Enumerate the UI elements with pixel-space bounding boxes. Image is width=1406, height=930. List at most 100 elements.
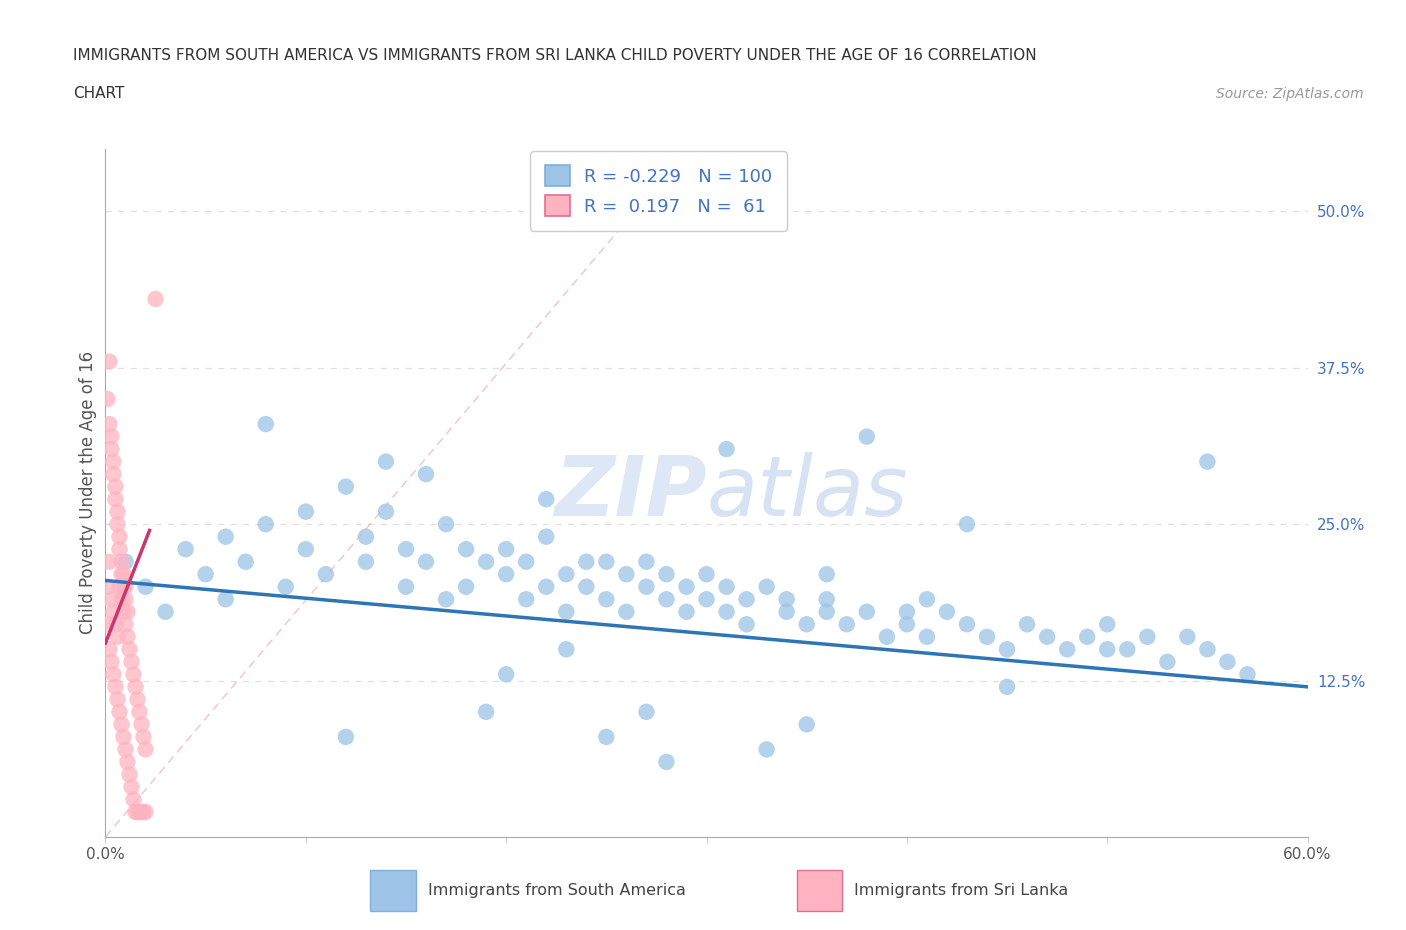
Y-axis label: Child Poverty Under the Age of 16: Child Poverty Under the Age of 16 (79, 352, 97, 634)
Point (1216, 655, 1239, 670)
Point (135, 804, 157, 819)
Point (335, 479, 357, 494)
Point (107, 504, 129, 519)
Point (675, 579, 697, 594)
Point (595, 729, 617, 744)
Point (534, 529, 557, 544)
Point (716, 579, 738, 594)
Point (132, 729, 155, 744)
Point (1136, 630, 1159, 644)
Point (108, 579, 131, 594)
Point (98, 417, 121, 432)
Text: atlas: atlas (707, 452, 908, 534)
Point (121, 779, 143, 794)
Point (855, 429, 877, 444)
Point (117, 754, 139, 769)
Point (555, 604, 578, 619)
Point (434, 517, 457, 532)
Point (100, 429, 122, 444)
Point (295, 542, 318, 557)
Point (1097, 617, 1119, 631)
Point (655, 591, 678, 606)
Point (1017, 617, 1039, 631)
Point (103, 467, 125, 482)
Point (110, 566, 132, 581)
Point (534, 579, 557, 594)
Point (118, 767, 141, 782)
Point (796, 717, 818, 732)
Point (1177, 630, 1199, 644)
Point (122, 667, 145, 682)
Point (815, 566, 838, 581)
Text: Immigrants from Sri Lanka: Immigrants from Sri Lanka (855, 883, 1069, 898)
Point (636, 579, 658, 594)
Point (495, 542, 517, 557)
Point (124, 680, 146, 695)
Point (135, 742, 157, 757)
Point (896, 617, 918, 631)
Point (135, 579, 157, 594)
Point (616, 604, 638, 619)
Point (274, 579, 297, 594)
Text: IMMIGRANTS FROM SOUTH AMERICA VS IMMIGRANTS FROM SRI LANKA CHILD POVERTY UNDER T: IMMIGRANTS FROM SOUTH AMERICA VS IMMIGRA… (73, 48, 1036, 63)
Point (98, 554, 121, 569)
Point (104, 617, 127, 631)
Point (117, 604, 139, 619)
Point (114, 591, 136, 606)
Point (108, 529, 131, 544)
Point (112, 729, 135, 744)
Text: CHART: CHART (73, 86, 125, 100)
Point (815, 604, 838, 619)
Point (1116, 642, 1139, 657)
Point (675, 604, 697, 619)
Point (114, 617, 136, 631)
Point (254, 417, 277, 432)
FancyBboxPatch shape (797, 870, 842, 911)
Point (995, 642, 1018, 657)
Point (112, 604, 135, 619)
Point (475, 704, 498, 719)
Point (104, 680, 127, 695)
Point (515, 554, 537, 569)
Point (716, 442, 738, 457)
Point (112, 566, 135, 581)
Point (1036, 630, 1059, 644)
Point (415, 467, 437, 482)
Point (107, 692, 129, 707)
Point (121, 655, 143, 670)
Point (776, 591, 799, 606)
Point (655, 754, 678, 769)
Point (145, 291, 167, 306)
Point (595, 591, 617, 606)
Point (454, 579, 477, 594)
Point (110, 554, 132, 569)
Point (100, 591, 122, 606)
Point (127, 692, 149, 707)
Point (174, 542, 197, 557)
Point (735, 591, 758, 606)
Point (735, 617, 758, 631)
Point (104, 479, 127, 494)
Point (956, 517, 979, 532)
Point (98, 354, 121, 369)
Point (716, 604, 738, 619)
Point (254, 517, 277, 532)
Point (107, 630, 129, 644)
Point (915, 591, 938, 606)
Point (835, 617, 858, 631)
Point (100, 655, 122, 670)
Point (454, 542, 477, 557)
Text: ZIP: ZIP (554, 452, 707, 534)
Point (315, 566, 337, 581)
Point (995, 680, 1018, 695)
Point (956, 617, 979, 631)
FancyBboxPatch shape (370, 870, 416, 911)
Point (555, 642, 578, 657)
Point (104, 492, 127, 507)
Point (114, 579, 136, 594)
Point (131, 804, 153, 819)
Point (124, 804, 146, 819)
Point (96, 617, 118, 631)
Point (114, 742, 136, 757)
Point (128, 704, 150, 719)
